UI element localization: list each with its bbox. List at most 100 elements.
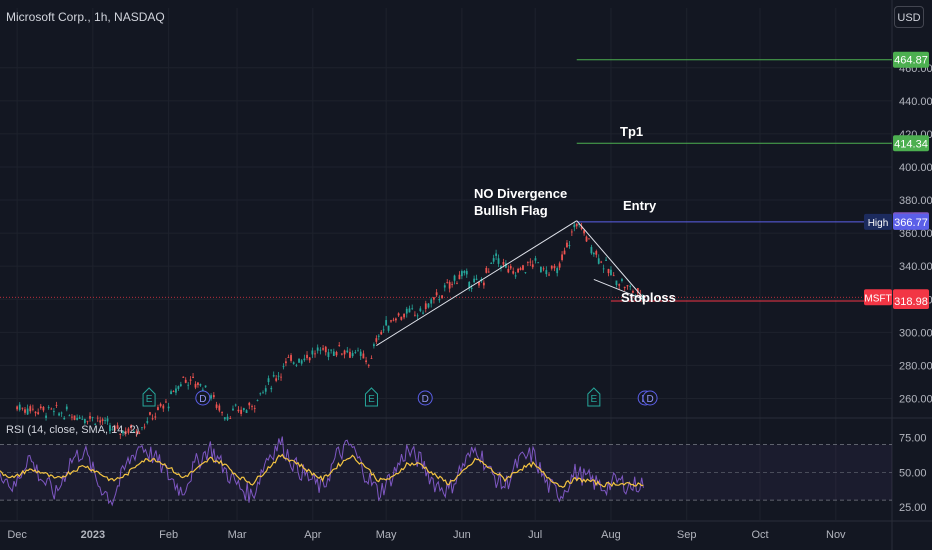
candle-body — [262, 392, 264, 394]
candle-body — [550, 265, 553, 269]
wedge-upper — [576, 220, 646, 301]
candle-body — [192, 376, 194, 379]
candle-body — [172, 391, 175, 393]
candle-body — [267, 378, 270, 383]
candle-body — [68, 415, 71, 417]
candle-body — [229, 418, 232, 420]
candle-body — [435, 292, 438, 296]
candles — [16, 221, 644, 439]
candle-body — [295, 364, 298, 366]
time-tick-label: Feb — [159, 529, 178, 541]
candle-body — [416, 315, 419, 317]
candle-body — [553, 265, 556, 269]
price-tag — [893, 51, 929, 68]
candle-body — [31, 408, 34, 410]
candle-body — [89, 416, 91, 419]
candle-body — [311, 350, 314, 355]
dividend-marker-icon — [642, 390, 658, 406]
candle-body — [443, 285, 446, 288]
candle-body — [524, 272, 527, 274]
pattern-label: NO Divergence — [474, 186, 567, 201]
candle-body — [184, 379, 187, 383]
price-axis[interactable]: 260.00280.00300.00320.00340.00360.00380.… — [899, 63, 932, 406]
candle-body — [330, 349, 333, 351]
candle-body — [332, 351, 335, 356]
candle-body — [433, 297, 435, 300]
candle-body — [99, 420, 102, 423]
time-tick-label: Oct — [751, 529, 768, 541]
candle-body — [468, 282, 471, 288]
candle-body — [509, 266, 512, 269]
candle-body — [71, 416, 73, 418]
price-tick-label: 280.00 — [899, 360, 932, 372]
candle-body — [578, 223, 581, 225]
candle-body — [465, 270, 468, 275]
candle-body — [50, 408, 53, 410]
candle-body — [29, 406, 32, 412]
candle-body — [482, 282, 485, 286]
candle-body — [497, 258, 500, 264]
candle-body — [65, 406, 68, 410]
candle-body — [390, 320, 392, 322]
candle-body — [463, 271, 466, 274]
candle-body — [58, 413, 60, 416]
candle-body — [354, 352, 357, 353]
candle-body — [327, 352, 330, 357]
candle-body — [234, 404, 237, 406]
candle-body — [127, 428, 130, 433]
candle-body — [605, 259, 607, 261]
candle-body — [526, 262, 529, 263]
earnings-marker-icon — [142, 387, 156, 407]
candle-body — [602, 268, 605, 270]
candle-body — [116, 425, 119, 429]
candle-body — [561, 254, 563, 260]
earnings-marker-label: E — [146, 394, 153, 405]
time-tick-label: Jul — [528, 529, 542, 541]
candle-body — [177, 386, 180, 389]
candle-body — [500, 266, 502, 268]
candle-body — [119, 433, 122, 435]
time-axis[interactable]: Dec 2023 Feb Mar Apr May Jun Jul Aug Sep Oct Nov — [7, 529, 846, 541]
candle-body — [612, 275, 615, 277]
rsi-label[interactable]: RSI (14, close, SMA, 14, 2) — [6, 424, 140, 436]
candle-body — [583, 230, 585, 234]
candle-body — [458, 274, 461, 280]
rsi-sma-line — [0, 453, 644, 488]
candle-body — [264, 388, 267, 392]
candle-body — [149, 412, 151, 415]
candle-body — [232, 408, 234, 411]
candle-body — [272, 375, 275, 377]
candle-body — [130, 424, 133, 429]
price-tick-label: 260.00 — [899, 393, 932, 405]
candle-body — [548, 274, 550, 276]
candle-body — [73, 415, 76, 420]
candle-body — [438, 298, 441, 301]
price-tag — [893, 292, 929, 309]
currency-button[interactable]: USD — [894, 6, 924, 28]
pattern-label: Bullish Flag — [474, 203, 548, 218]
candle-body — [540, 266, 542, 273]
candle-body — [460, 271, 463, 277]
candle-body — [414, 314, 416, 316]
candle-body — [636, 288, 639, 293]
candle-body — [595, 251, 598, 255]
candle-body — [456, 283, 458, 285]
candle-body — [365, 360, 367, 363]
event-markers[interactable]: EDEDEDD — [142, 387, 658, 407]
candle-body — [359, 351, 362, 356]
candle-body — [170, 391, 172, 395]
candle-body — [427, 303, 430, 308]
time-tick-label: May — [376, 529, 397, 541]
candle-body — [502, 262, 505, 265]
candle-body — [621, 279, 623, 282]
candle-body — [570, 231, 573, 233]
candle-body — [588, 238, 590, 240]
candle-body — [212, 395, 215, 398]
candle-body — [47, 407, 50, 409]
candle-body — [568, 245, 571, 247]
candle-body — [411, 308, 414, 310]
symbol-title[interactable]: Microsoft Corp., 1h, NASDAQ — [6, 10, 165, 24]
dividend-marker-label: D — [199, 394, 206, 405]
candle-body — [194, 383, 197, 388]
